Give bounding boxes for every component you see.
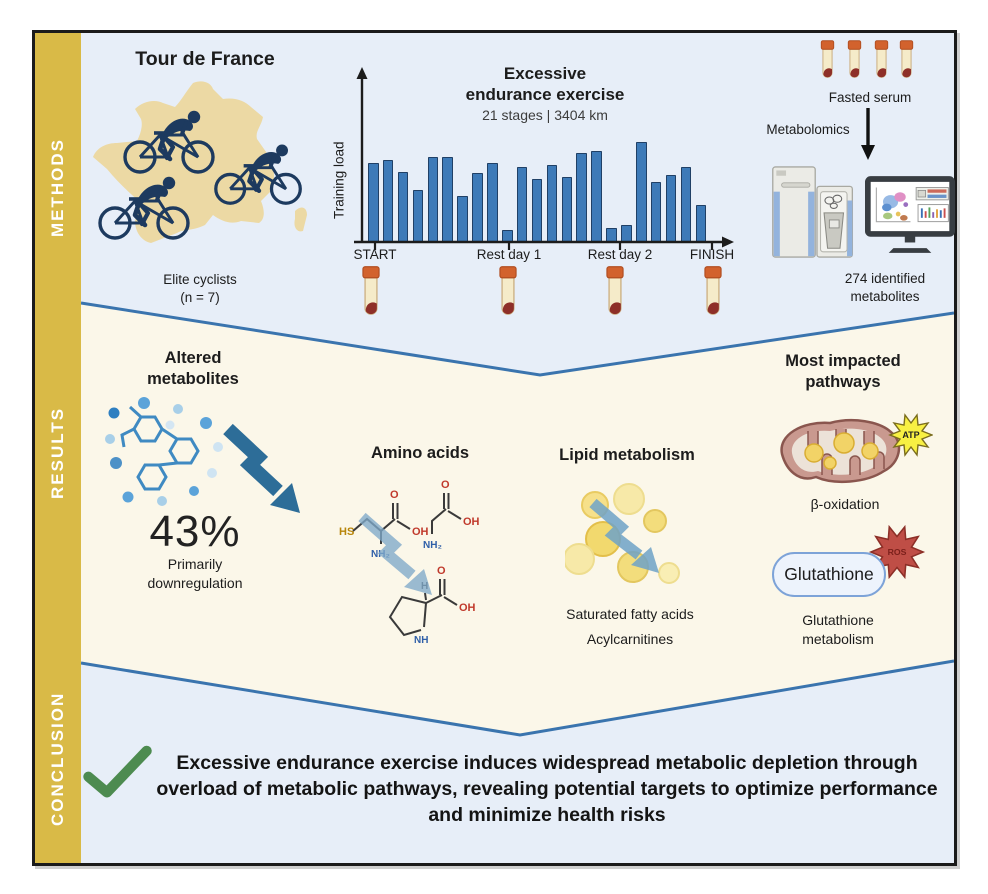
chart-bar xyxy=(397,172,409,242)
chem-label: O xyxy=(390,489,399,501)
chart-bar xyxy=(576,153,587,242)
mass-spectrometer-icon xyxy=(772,166,854,258)
percent-altered: 43% xyxy=(149,507,241,556)
x-tick-finish: FINISH xyxy=(689,247,735,262)
chart-bar xyxy=(531,179,543,242)
bar-series xyxy=(368,142,710,242)
chart-subtitle: 21 stages | 3404 km xyxy=(482,107,608,123)
lipid-metabolism-title: Lipid metabolism xyxy=(559,446,695,464)
chart-bar xyxy=(382,160,394,242)
chem-label: HS xyxy=(339,526,354,538)
fasted-serum-label: Fasted serum xyxy=(828,90,912,105)
chart-bar xyxy=(368,163,379,242)
chart-bar xyxy=(621,225,632,242)
chem-label: OH xyxy=(412,526,429,538)
chem-label: NH₂ xyxy=(423,540,442,551)
serum-tube-icon xyxy=(819,38,836,84)
serum-tube-icon xyxy=(702,265,724,321)
chart-bar xyxy=(591,151,602,242)
serum-tube-icon xyxy=(898,38,915,84)
ros-label: ROS xyxy=(888,547,907,557)
x-tick-start: START xyxy=(353,247,397,262)
serum-tube-icon xyxy=(360,265,382,321)
identified-metabolites-caption: 274 identified metabolites xyxy=(844,271,926,304)
chem-label: NH xyxy=(414,635,428,646)
chart-bar xyxy=(695,205,707,242)
graphical-abstract: METHODS RESULTS CONCLUSION Tour de Franc… xyxy=(32,30,957,866)
chem-label: O xyxy=(437,565,446,577)
serum-tube-icon xyxy=(873,38,890,84)
training-load-chart: Excessive endurance exercise 21 stages |… xyxy=(330,63,740,313)
x-tick-rest-day-1: Rest day 1 xyxy=(476,247,542,262)
x-tick-rest-day-2: Rest day 2 xyxy=(587,247,653,262)
lipid-droplets-icon xyxy=(565,483,680,584)
chart-bar xyxy=(636,142,647,242)
elite-cyclists-caption: Elite cyclists (n = 7) xyxy=(163,272,237,305)
chart-bar xyxy=(561,177,573,242)
sidebar-label-results: RESULTS xyxy=(48,406,67,500)
chart-bar xyxy=(516,167,528,242)
chart-title: Excessive endurance exercise 21 stages |… xyxy=(425,63,665,125)
chem-label: OH xyxy=(459,602,476,614)
atp-burst-icon: ATP xyxy=(888,413,933,457)
chart-bar xyxy=(680,167,692,242)
chem-label: OH xyxy=(463,516,480,528)
decline-arrow-icon xyxy=(223,423,300,513)
chart-bar xyxy=(546,165,558,242)
altered-metabolites-title: Altered metabolites xyxy=(147,349,239,388)
chart-bar xyxy=(457,196,468,242)
chart-bar xyxy=(442,157,453,242)
glutathione-caption: Glutathione metabolism xyxy=(802,612,874,647)
most-impacted-pathways-title: Most impacted pathways xyxy=(785,352,901,391)
glutathione-pill: Glutathione xyxy=(772,552,886,597)
section-label-bar: METHODS RESULTS CONCLUSION xyxy=(35,33,81,863)
down-arrow-icon xyxy=(861,108,875,160)
sidebar-label-conclusion: CONCLUSION xyxy=(48,691,67,826)
downregulation-caption: Primarily downregulation xyxy=(147,556,243,591)
serum-tube-icon xyxy=(604,265,626,321)
decline-arrow-icon xyxy=(589,498,659,573)
metabolite-molecules-icon xyxy=(105,397,223,506)
chart-bar xyxy=(487,163,498,242)
chem-label: O xyxy=(441,479,450,491)
atp-label: ATP xyxy=(902,430,919,440)
amino-acid-structures: HS O OH NH₂ O OH NH₂ H O OH NH xyxy=(339,479,480,646)
chart-bar xyxy=(665,175,677,242)
mitochondrion-icon: ATP xyxy=(780,413,933,483)
checkmark-icon xyxy=(83,745,152,798)
chart-bar xyxy=(650,182,662,242)
amino-acids-title: Amino acids xyxy=(370,444,470,462)
serum-tube-icon xyxy=(497,265,519,321)
monitor-icon xyxy=(865,176,955,253)
beta-oxidation-caption: β-oxidation xyxy=(810,496,880,512)
chart-bar xyxy=(472,173,483,242)
serum-tube-icon xyxy=(846,38,863,84)
france-map xyxy=(93,81,307,243)
conclusion-text: Excessive endurance exercise induces wid… xyxy=(156,752,938,826)
lipid-caption: Saturated fatty acids Acylcarnitines xyxy=(566,606,694,647)
decline-arrow-icon xyxy=(358,512,432,595)
tour-de-france-title: Tour de France xyxy=(135,48,275,70)
metabolomics-label: Metabolomics xyxy=(766,122,850,137)
chart-bar xyxy=(606,228,617,242)
chart-axes xyxy=(354,67,734,250)
chart-bar xyxy=(502,230,513,242)
chart-bar xyxy=(427,157,439,242)
sidebar-label-methods: METHODS xyxy=(48,138,67,238)
chart-bar xyxy=(412,190,424,242)
